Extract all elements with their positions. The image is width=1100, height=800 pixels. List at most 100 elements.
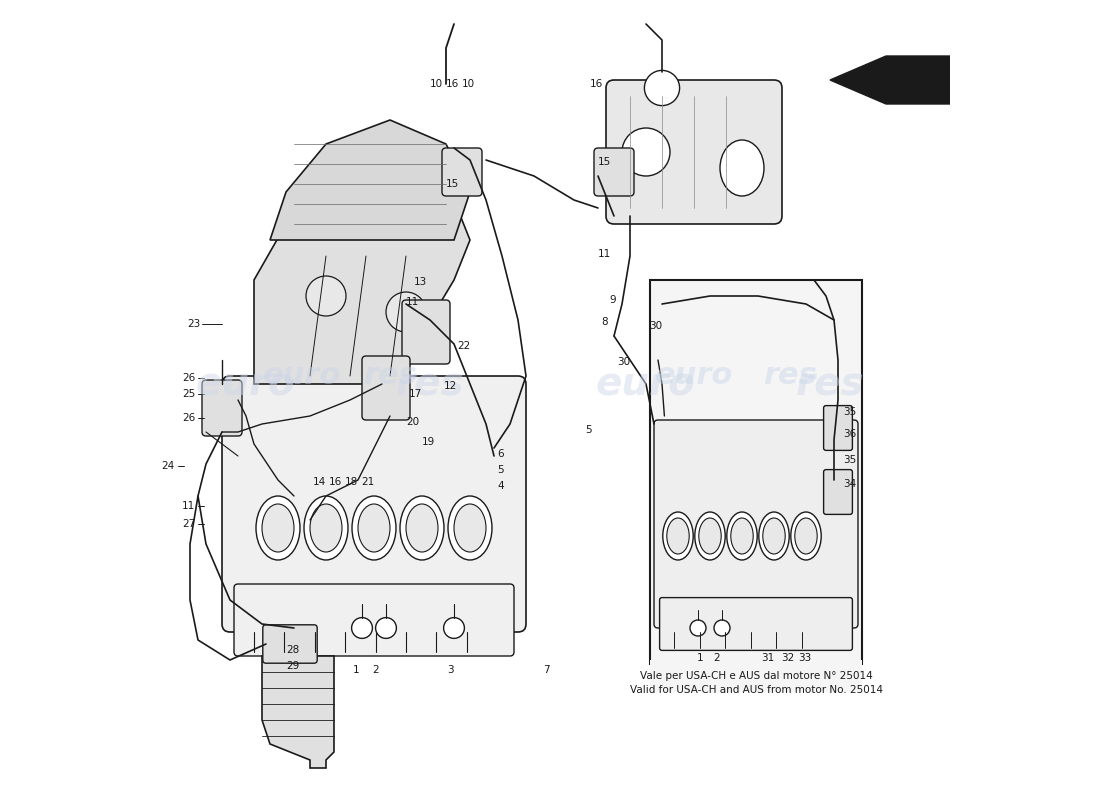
- Text: 5: 5: [585, 426, 592, 435]
- Text: 5: 5: [497, 466, 504, 475]
- Text: 35: 35: [844, 407, 857, 417]
- Ellipse shape: [791, 512, 822, 560]
- Text: 4: 4: [497, 482, 504, 491]
- Text: Vale per USA-CH e AUS dal motore N° 25014: Vale per USA-CH e AUS dal motore N° 2501…: [640, 671, 872, 681]
- FancyBboxPatch shape: [594, 148, 634, 196]
- Text: 13: 13: [414, 277, 427, 286]
- Text: 6: 6: [497, 450, 504, 459]
- Text: 11: 11: [406, 298, 419, 307]
- Circle shape: [386, 292, 426, 332]
- Ellipse shape: [698, 518, 722, 554]
- Circle shape: [690, 620, 706, 636]
- Text: 7: 7: [542, 666, 549, 675]
- FancyBboxPatch shape: [202, 380, 242, 436]
- Text: res: res: [396, 365, 464, 403]
- FancyBboxPatch shape: [442, 148, 482, 196]
- Text: 16: 16: [590, 79, 603, 89]
- Text: 1: 1: [353, 666, 360, 675]
- Polygon shape: [830, 56, 950, 104]
- Text: 11: 11: [182, 501, 195, 510]
- Polygon shape: [254, 176, 470, 384]
- Text: 26: 26: [182, 373, 195, 382]
- Ellipse shape: [262, 504, 294, 552]
- Text: 11: 11: [597, 250, 611, 259]
- FancyBboxPatch shape: [606, 80, 782, 224]
- Circle shape: [443, 618, 464, 638]
- Text: 22: 22: [456, 341, 470, 350]
- Circle shape: [352, 618, 373, 638]
- Ellipse shape: [667, 518, 690, 554]
- Text: 10: 10: [462, 79, 475, 89]
- Ellipse shape: [695, 512, 725, 560]
- Ellipse shape: [310, 504, 342, 552]
- Text: euro: euro: [196, 365, 296, 403]
- Text: 23: 23: [187, 319, 200, 329]
- Text: 36: 36: [844, 429, 857, 438]
- FancyBboxPatch shape: [402, 300, 450, 364]
- FancyBboxPatch shape: [263, 625, 317, 663]
- Text: 9: 9: [609, 295, 616, 305]
- Ellipse shape: [454, 504, 486, 552]
- Text: euro: euro: [263, 362, 341, 390]
- Ellipse shape: [795, 518, 817, 554]
- Text: 31: 31: [761, 653, 774, 662]
- Text: 14: 14: [314, 477, 327, 486]
- Text: 16: 16: [446, 79, 459, 89]
- Text: res: res: [363, 362, 417, 390]
- Circle shape: [714, 620, 730, 636]
- Text: euro: euro: [596, 365, 696, 403]
- Ellipse shape: [730, 518, 754, 554]
- Ellipse shape: [720, 140, 764, 196]
- Text: res: res: [763, 362, 817, 390]
- Polygon shape: [262, 656, 334, 768]
- FancyBboxPatch shape: [824, 406, 852, 450]
- Text: res: res: [795, 365, 865, 403]
- Text: 16: 16: [329, 477, 342, 486]
- Text: 30: 30: [617, 357, 630, 366]
- Text: 30: 30: [649, 322, 662, 331]
- Text: 28: 28: [286, 645, 299, 654]
- Ellipse shape: [727, 512, 757, 560]
- Circle shape: [375, 618, 396, 638]
- FancyBboxPatch shape: [234, 584, 514, 656]
- Text: 26: 26: [182, 413, 195, 422]
- Ellipse shape: [400, 496, 444, 560]
- Ellipse shape: [358, 504, 390, 552]
- Text: 18: 18: [345, 477, 359, 486]
- FancyBboxPatch shape: [660, 598, 852, 650]
- Ellipse shape: [304, 496, 348, 560]
- FancyBboxPatch shape: [650, 660, 862, 692]
- Text: 15: 15: [597, 157, 611, 166]
- Text: 15: 15: [446, 179, 459, 189]
- FancyBboxPatch shape: [824, 470, 852, 514]
- Text: 27: 27: [182, 519, 195, 529]
- Ellipse shape: [663, 512, 693, 560]
- Text: 32: 32: [781, 653, 794, 662]
- Text: 17: 17: [409, 389, 422, 398]
- Text: 29: 29: [286, 661, 299, 670]
- Text: 24: 24: [161, 461, 174, 470]
- Text: 25: 25: [182, 389, 195, 398]
- Polygon shape: [270, 120, 470, 240]
- FancyBboxPatch shape: [654, 420, 858, 628]
- Text: 2: 2: [372, 666, 378, 675]
- Text: 19: 19: [421, 437, 434, 446]
- Text: 21: 21: [361, 477, 374, 486]
- Ellipse shape: [762, 518, 785, 554]
- Text: 1: 1: [697, 653, 704, 662]
- Text: 12: 12: [443, 381, 456, 390]
- FancyBboxPatch shape: [222, 376, 526, 632]
- Text: euro: euro: [654, 362, 734, 390]
- Circle shape: [306, 276, 346, 316]
- Circle shape: [621, 128, 670, 176]
- Ellipse shape: [256, 496, 300, 560]
- Text: 10: 10: [430, 79, 443, 89]
- FancyBboxPatch shape: [362, 356, 410, 420]
- Circle shape: [645, 70, 680, 106]
- Ellipse shape: [448, 496, 492, 560]
- Text: 2: 2: [713, 653, 719, 662]
- Text: 33: 33: [798, 653, 811, 662]
- FancyBboxPatch shape: [650, 280, 862, 664]
- Text: 20: 20: [406, 418, 419, 427]
- Ellipse shape: [406, 504, 438, 552]
